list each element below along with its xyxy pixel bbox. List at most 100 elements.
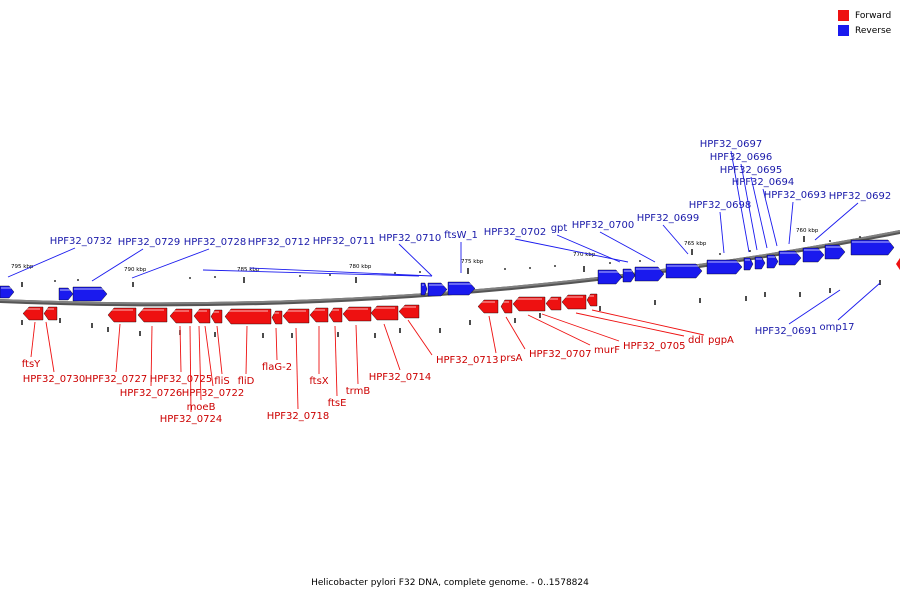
- legend-item-forward: Forward: [838, 8, 900, 23]
- gene-arrow-body: [597, 269, 623, 285]
- gene-arrow-shine: [599, 271, 619, 273]
- gene-arrow-body: [328, 307, 343, 323]
- gene-label-text: HPF32_0702: [484, 227, 546, 238]
- gene-label-hpf32-0729: HPF32_0729: [91, 237, 180, 282]
- gene-arrow: [420, 282, 428, 296]
- gene-label-text: HPF32_0722: [182, 388, 244, 399]
- gene-arrow-shine: [429, 284, 444, 286]
- gene-arrow-shine: [804, 249, 821, 251]
- scale-markers: 795 kbp 790 kbp 785 kbp 780 kbp 775 kbp 770 k…: [11, 228, 819, 287]
- map-title: Helicobacter pylori F32 DNA, complete ge…: [311, 578, 589, 588]
- gene-label-text: HPF32_0695: [720, 165, 782, 176]
- gene-label-text: HPF32_0705: [623, 341, 685, 352]
- gene-arrow-shine: [588, 295, 594, 297]
- gene-label-text: murF: [594, 345, 620, 356]
- gene-arrow-body: [545, 296, 562, 311]
- gene-label-hpf32-0702: HPF32_0702: [484, 227, 629, 263]
- gene-arrow: [370, 305, 399, 321]
- label-leader: [216, 325, 223, 375]
- label-leader: [115, 323, 121, 373]
- legend: Forward Reverse: [838, 8, 900, 38]
- gene-label-text: HPF32_0692: [829, 191, 891, 202]
- gene-label-moeb: moeB: [187, 325, 216, 413]
- gene-label-hpf32-0700: HPF32_0700: [572, 220, 656, 263]
- gene-arrow-body: [72, 286, 108, 302]
- label-leader: [591, 309, 705, 336]
- gene-arrow: [282, 308, 310, 324]
- scale-label: 795 kbp: [11, 264, 34, 270]
- gene-arrow: [545, 296, 562, 311]
- label-leader: [383, 323, 401, 371]
- gene-label-text: HPF32_0727: [85, 374, 147, 385]
- gene-arrow: [477, 299, 499, 314]
- gene-label-flag-2: flaG-2: [262, 327, 292, 373]
- gene-arrow-body: [271, 310, 283, 325]
- gene-arrow-body: [137, 307, 168, 323]
- gene-label-text: moeB: [187, 402, 216, 413]
- gene-arrow: [0, 285, 15, 299]
- gene-label-text: fliS: [214, 376, 229, 387]
- gene-arrow-shine: [195, 310, 207, 312]
- gene-label-text: HPF32_0718: [267, 411, 329, 422]
- gene-label-hpf32-0692: HPF32_0692: [814, 191, 891, 241]
- label-leader: [7, 247, 76, 278]
- gene-arrow: [137, 307, 168, 323]
- gene-label-text: HPF32_0730: [23, 374, 85, 385]
- gene-arrow: [107, 307, 137, 323]
- gene-arrow: [22, 306, 44, 321]
- label-leader: [179, 325, 182, 373]
- label-leader: [556, 234, 621, 263]
- gene-arrow: [850, 239, 895, 256]
- gene-label-text: pgpA: [708, 335, 734, 346]
- gene-arrow-body: [802, 247, 825, 263]
- gene-label-ftsy: ftsY: [22, 321, 41, 370]
- forward-gene-arrows: [22, 293, 598, 325]
- gene-arrow-body: [210, 309, 223, 324]
- gene-arrow-shine: [502, 301, 509, 303]
- gene-label-hpf32-0732: HPF32_0732: [7, 236, 112, 278]
- gene-label-text: HPF32_0724: [160, 414, 222, 425]
- gene-arrow-body: [706, 259, 743, 275]
- gene-arrow-shine: [171, 310, 189, 312]
- gene-arrow-edge: [896, 258, 900, 270]
- gene-arrow-body: [477, 299, 499, 314]
- gene-arrow-body: [586, 293, 598, 307]
- label-leader: [204, 325, 214, 387]
- label-leader: [730, 150, 750, 253]
- gene-arrow: [58, 287, 74, 301]
- gene-label-hpf32-0705: HPF32_0705: [541, 313, 685, 352]
- label-leader: [814, 202, 859, 241]
- gene-label-hpf32-0711: HPF32_0711: [249, 236, 433, 277]
- reverse-swatch: [838, 25, 849, 36]
- gene-label-hpf32-0707: HPF32_0707: [505, 316, 591, 360]
- gene-label-text: HPF32_0691: [755, 326, 817, 337]
- gene-arrow: [427, 282, 448, 297]
- gene-arrow-body: [107, 307, 137, 323]
- gene-arrow-body: [370, 305, 399, 321]
- gene-label-text: HPF32_0713: [436, 355, 498, 366]
- label-leader: [762, 188, 778, 247]
- gene-arrow-body: [398, 304, 420, 319]
- gene-arrow-body: [224, 308, 272, 325]
- reverse-gene-arrows: [0, 239, 900, 302]
- gene-arrow: [500, 299, 513, 314]
- gene-arrow-body: [447, 281, 476, 296]
- gene-arrow-body: [420, 282, 428, 296]
- gene-label-text: ddl: [688, 335, 703, 346]
- label-leader: [198, 325, 202, 401]
- legend-item-reverse: Reverse: [838, 23, 900, 38]
- gene-arrow: [328, 307, 343, 323]
- gene-label-hpf32-0727: HPF32_0727: [85, 323, 147, 385]
- minor-ticks: [21, 236, 881, 338]
- gene-label-flid: fliD: [238, 325, 255, 387]
- gene-arrow-body: [500, 299, 513, 314]
- gene-label-text: HPF32_0694: [732, 177, 794, 188]
- gene-arrow-shine: [45, 308, 54, 310]
- label-leader: [189, 325, 192, 413]
- gene-arrow: [597, 269, 623, 285]
- gene-arrow-body: [766, 254, 779, 269]
- gene-label-text: HPF32_0729: [118, 237, 180, 248]
- label-leader: [249, 267, 433, 277]
